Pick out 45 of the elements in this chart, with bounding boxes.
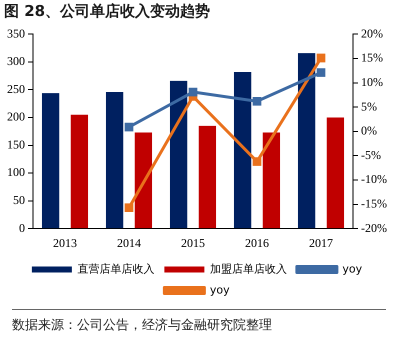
chart-title: 图 28、公司单店收入变动趋势 bbox=[4, 2, 210, 21]
y2-tick-label: -20% bbox=[361, 220, 388, 235]
y2-tick-label: -15% bbox=[361, 196, 388, 210]
bar bbox=[106, 92, 124, 228]
y2-tick-label: 0% bbox=[361, 124, 378, 138]
bar bbox=[42, 93, 60, 228]
bar bbox=[326, 118, 344, 228]
point bbox=[188, 88, 198, 96]
legend-label: yoy bbox=[342, 262, 363, 276]
source-note: 数据来源：公司公告，经济与金融研究院整理 bbox=[12, 317, 272, 334]
y-tick-label: 150 bbox=[7, 137, 25, 152]
legend-label: yoy bbox=[210, 283, 230, 296]
y-tick-label: 300 bbox=[7, 54, 25, 68]
bar bbox=[70, 114, 88, 228]
bar bbox=[234, 72, 252, 228]
bar bbox=[170, 80, 188, 228]
x-tick-label: 2015 bbox=[181, 236, 206, 250]
y2-tick-label: -5% bbox=[361, 148, 382, 162]
point bbox=[316, 68, 326, 77]
x-tick-label: 2016 bbox=[245, 236, 270, 250]
bar bbox=[298, 53, 316, 228]
bar bbox=[262, 132, 280, 228]
legend-label: 加盟店单店收入 bbox=[210, 262, 287, 276]
y-tick-label: 200 bbox=[7, 110, 25, 124]
bar bbox=[198, 126, 216, 228]
y2-tick-label: 10% bbox=[361, 74, 384, 89]
y2-tick-label: -10% bbox=[361, 172, 388, 186]
y-tick-label: 350 bbox=[7, 26, 25, 40]
y-tick-label: 0 bbox=[19, 220, 25, 235]
y-tick-label: 100 bbox=[7, 165, 25, 180]
x-tick-label: 2017 bbox=[309, 236, 334, 250]
y2-tick-label: 5% bbox=[361, 99, 378, 114]
point bbox=[316, 54, 326, 62]
point bbox=[252, 96, 262, 106]
y2-tick-label: 20% bbox=[361, 26, 384, 40]
y2-tick-label: 15% bbox=[361, 50, 384, 65]
bar bbox=[134, 132, 152, 228]
y-tick-label: 250 bbox=[7, 82, 25, 96]
point bbox=[124, 122, 134, 132]
legend-label: 直营店单店收入 bbox=[77, 262, 154, 276]
point bbox=[124, 203, 134, 212]
x-tick-label: 2014 bbox=[117, 236, 141, 250]
x-tick-label: 2013 bbox=[53, 236, 77, 250]
point bbox=[252, 157, 262, 166]
y-tick-label: 50 bbox=[13, 192, 25, 207]
